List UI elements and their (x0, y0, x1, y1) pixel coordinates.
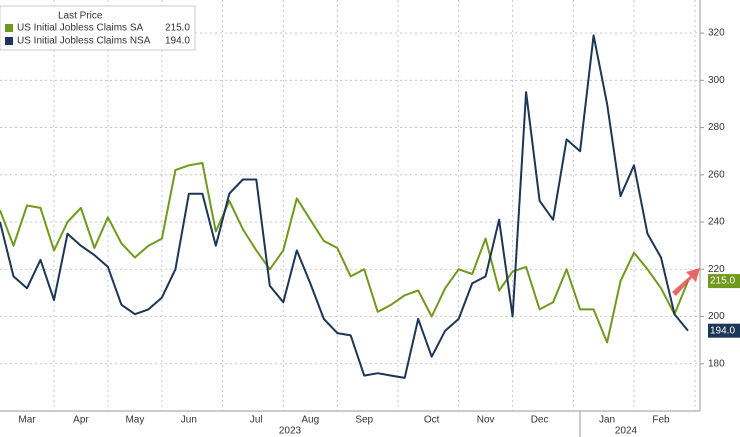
x-tick-label: Mar (18, 415, 36, 426)
x-tick-label: Feb (652, 415, 670, 426)
legend-label: US Initial Jobless Claims NSA (17, 36, 151, 47)
legend-box (0, 5, 196, 51)
y-tick-label: 260 (708, 169, 725, 180)
plot (0, 34, 689, 379)
last-value-badge (708, 274, 740, 289)
x-tick-label: Jun (181, 415, 197, 426)
legend-label: US Initial Jobless Claims SA (17, 23, 143, 34)
legend-value: 215.0 (165, 23, 190, 34)
x-tick-label: Jul (250, 415, 263, 426)
legend-swatch (5, 37, 13, 45)
last-value-badge (708, 323, 740, 338)
series-line (0, 162, 689, 344)
arrow (672, 268, 700, 296)
y-tick-label: 220 (708, 264, 725, 275)
last-value-label: 215.0 (710, 276, 735, 287)
year-label: 2024 (615, 426, 638, 437)
legend-swatch (5, 24, 13, 32)
x-tick-label: Apr (73, 415, 89, 426)
legend-title: Last Price (58, 11, 103, 22)
y-tick-label: 300 (708, 75, 725, 86)
x-tick-label: Nov (477, 415, 495, 426)
year-label: 2023 (279, 426, 302, 437)
grid (0, 0, 700, 411)
x-tick-label: Dec (531, 415, 549, 426)
y-tick-label: 320 (708, 28, 725, 39)
y-tick-label: 180 (708, 358, 725, 369)
x-tick-label: Aug (301, 415, 319, 426)
legend-value: 194.0 (165, 36, 190, 47)
last-value-label: 194.0 (710, 325, 735, 336)
x-tick-label: Sep (355, 415, 373, 426)
x-tick-label: Jan (599, 415, 615, 426)
x-tick-label: Oct (424, 415, 440, 426)
y-tick-label: 200 (708, 311, 725, 322)
series-line (0, 34, 689, 379)
legend: Last Price (0, 5, 196, 51)
y-tick-label: 240 (708, 217, 725, 228)
x-tick-label: May (125, 415, 144, 426)
y-tick-label: 280 (708, 122, 725, 133)
